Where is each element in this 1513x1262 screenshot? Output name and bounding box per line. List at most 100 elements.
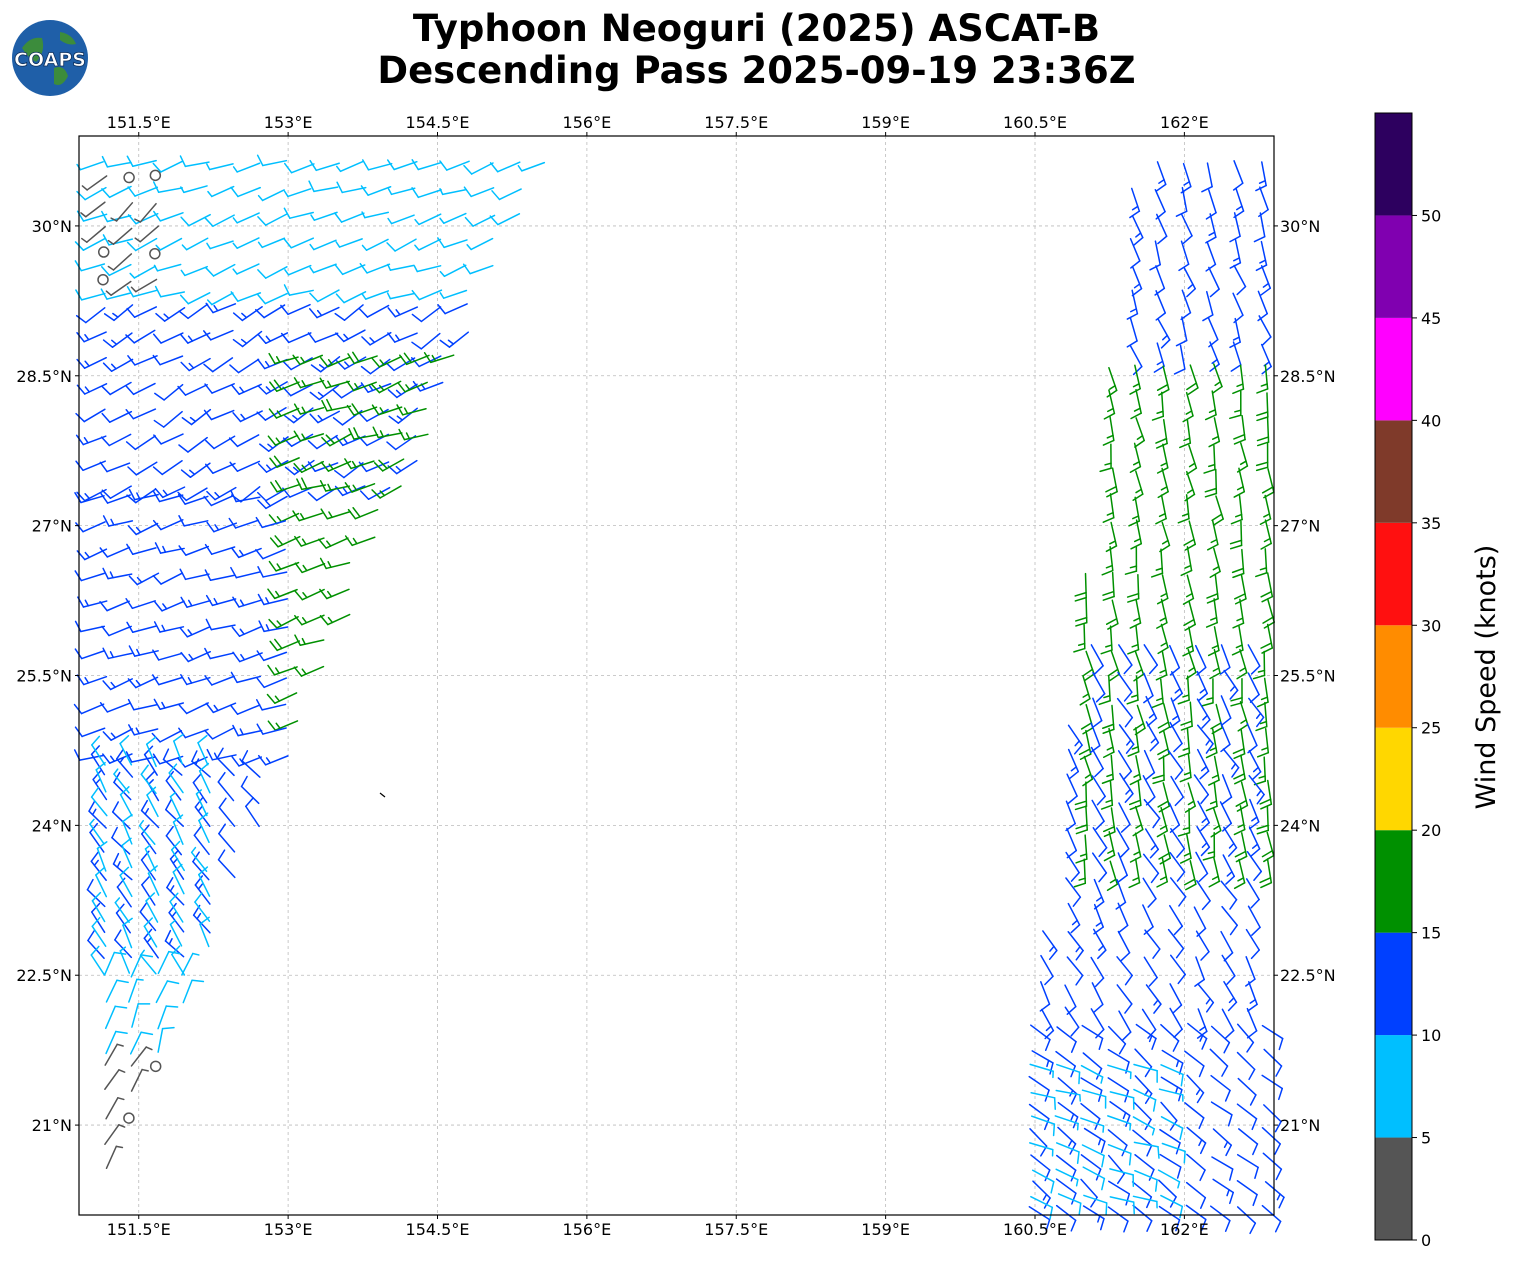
wind-barb bbox=[437, 237, 468, 249]
coaps-logo: COAPS bbox=[12, 20, 88, 96]
lat-label-right: 27°N bbox=[1280, 517, 1320, 536]
wind-barb bbox=[373, 458, 405, 472]
wind-barb bbox=[1107, 1077, 1130, 1103]
wind-barb bbox=[155, 237, 183, 251]
wind-barb bbox=[206, 240, 234, 250]
wind-barb bbox=[154, 285, 186, 298]
wind-barb bbox=[1256, 677, 1269, 708]
wind-barb bbox=[1255, 161, 1267, 192]
wind-barb bbox=[1106, 366, 1118, 398]
wind-barb bbox=[173, 733, 184, 765]
wind-barb bbox=[270, 480, 301, 493]
wind-barb bbox=[134, 202, 157, 223]
wind-barb bbox=[1169, 904, 1184, 936]
wind-barb bbox=[1180, 546, 1193, 577]
wind-barb bbox=[127, 461, 158, 476]
wind-barb bbox=[1246, 722, 1258, 754]
wind-barb bbox=[1109, 1100, 1131, 1127]
wind-barb bbox=[1236, 1103, 1258, 1131]
wind-barb bbox=[1074, 572, 1087, 602]
wind-barb bbox=[1115, 879, 1127, 910]
wind-barb bbox=[258, 620, 289, 633]
lon-label-top: 154.5°E bbox=[406, 113, 470, 132]
wind-barb bbox=[1144, 828, 1160, 859]
wind-barb bbox=[151, 730, 183, 743]
wind-barb bbox=[257, 189, 285, 202]
lon-label-bottom: 159°E bbox=[861, 1220, 910, 1239]
wind-barb bbox=[1067, 902, 1081, 934]
wind-barb bbox=[1129, 598, 1142, 629]
wind-barb bbox=[1067, 931, 1084, 961]
wind-barb bbox=[439, 212, 467, 224]
wind-barb bbox=[126, 543, 157, 556]
wind-barb bbox=[162, 748, 183, 776]
wind-barb bbox=[293, 665, 325, 677]
wind-barb bbox=[1247, 981, 1258, 1012]
wind-barb bbox=[294, 634, 325, 646]
wind-barb bbox=[1169, 877, 1187, 907]
wind-barb bbox=[125, 598, 156, 610]
wind-barb bbox=[194, 797, 211, 828]
wind-barb bbox=[1090, 746, 1104, 778]
wind-barb bbox=[1201, 162, 1213, 193]
wind-barb bbox=[1157, 729, 1170, 761]
wind-barb bbox=[1130, 389, 1142, 420]
wind-barb bbox=[169, 791, 182, 820]
wind-barb bbox=[1102, 493, 1115, 523]
wind-barb bbox=[102, 332, 133, 348]
wind-barb bbox=[119, 786, 133, 817]
wind-barb bbox=[1156, 365, 1170, 396]
wind-barb bbox=[126, 621, 157, 634]
wind-barb bbox=[228, 517, 260, 529]
wind-barb bbox=[128, 572, 160, 586]
wind-barb bbox=[1248, 774, 1265, 805]
wind-barb bbox=[257, 495, 288, 510]
wind-barb bbox=[1083, 1127, 1106, 1154]
wind-barb bbox=[206, 521, 238, 533]
wind-barb bbox=[143, 917, 158, 948]
wind-barb bbox=[153, 621, 185, 633]
logo-text: COAPS bbox=[14, 49, 86, 71]
wind-barb bbox=[149, 1060, 162, 1073]
wind-barb bbox=[1170, 671, 1183, 702]
wind-barb bbox=[1261, 1204, 1282, 1233]
wind-barb bbox=[127, 355, 158, 366]
wind-barb bbox=[1183, 600, 1196, 631]
wind-barb bbox=[358, 304, 390, 318]
wind-barb bbox=[105, 280, 132, 296]
wind-barb bbox=[87, 930, 105, 960]
wind-barb bbox=[182, 979, 205, 1004]
wind-barb bbox=[229, 460, 261, 472]
wind-barb bbox=[294, 535, 325, 547]
wind-barb bbox=[194, 875, 211, 905]
wind-barb bbox=[127, 676, 159, 689]
wind-barb bbox=[119, 866, 133, 898]
wind-barb bbox=[241, 750, 261, 778]
wind-barb bbox=[362, 159, 393, 171]
wind-barb bbox=[91, 735, 106, 766]
wind-barb bbox=[423, 352, 455, 364]
wind-barb bbox=[1186, 1153, 1206, 1182]
wind-barb bbox=[1230, 678, 1243, 707]
wind-barb bbox=[154, 486, 186, 499]
wind-barb bbox=[1221, 905, 1238, 936]
wind-barb bbox=[102, 515, 134, 527]
colorbar-bin bbox=[1375, 113, 1412, 216]
wind-barb bbox=[130, 954, 154, 978]
wind-barb bbox=[1204, 468, 1218, 498]
colorbar-bin bbox=[1375, 317, 1412, 421]
wind-barb bbox=[387, 263, 415, 271]
wind-barb bbox=[1039, 981, 1051, 1012]
wind-barb bbox=[1186, 364, 1199, 395]
wind-barb bbox=[1238, 1128, 1259, 1156]
wind-barb bbox=[321, 398, 352, 412]
wind-barb bbox=[1208, 266, 1220, 298]
wind-barb bbox=[179, 568, 210, 581]
wind-barb bbox=[1205, 241, 1217, 272]
wind-barb bbox=[178, 436, 208, 453]
wind-barb bbox=[1183, 266, 1196, 298]
wind-barb bbox=[1177, 807, 1191, 837]
wind-barb bbox=[1184, 782, 1196, 813]
wind-barb bbox=[1232, 729, 1246, 760]
wind-barb bbox=[153, 210, 184, 222]
